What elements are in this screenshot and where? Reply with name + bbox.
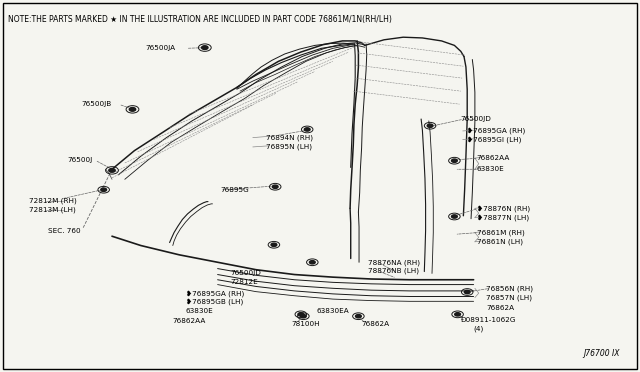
Circle shape bbox=[356, 315, 362, 318]
Text: (4): (4) bbox=[474, 326, 484, 333]
Circle shape bbox=[298, 312, 303, 316]
Text: 76862A: 76862A bbox=[486, 305, 515, 311]
Text: SEC. 760: SEC. 760 bbox=[48, 228, 81, 234]
Text: 76500JA: 76500JA bbox=[146, 45, 176, 51]
Text: J76700 IX: J76700 IX bbox=[583, 349, 620, 358]
Text: 76500JD: 76500JD bbox=[461, 116, 492, 122]
Circle shape bbox=[202, 46, 208, 49]
Circle shape bbox=[452, 215, 457, 218]
Circle shape bbox=[310, 260, 315, 264]
Circle shape bbox=[465, 290, 470, 294]
Text: 76862A: 76862A bbox=[362, 321, 390, 327]
Text: 76856N (RH): 76856N (RH) bbox=[486, 285, 533, 292]
Text: ❥78876N (RH): ❥78876N (RH) bbox=[477, 205, 530, 212]
Text: 76895G: 76895G bbox=[221, 187, 250, 193]
Text: ❥78877N (LH): ❥78877N (LH) bbox=[477, 214, 529, 221]
Text: 76857N (LH): 76857N (LH) bbox=[486, 294, 532, 301]
Text: 78100H: 78100H bbox=[291, 321, 320, 327]
Text: 76500J: 76500J bbox=[68, 157, 93, 163]
Text: 63830EA: 63830EA bbox=[317, 308, 349, 314]
Circle shape bbox=[101, 188, 106, 192]
Text: 63830E: 63830E bbox=[186, 308, 213, 314]
Text: 78876NA (RH): 78876NA (RH) bbox=[368, 259, 420, 266]
Circle shape bbox=[428, 124, 433, 127]
Circle shape bbox=[129, 108, 136, 111]
Circle shape bbox=[271, 243, 277, 247]
Text: 76861N (LH): 76861N (LH) bbox=[477, 238, 523, 245]
Text: 72812M (RH): 72812M (RH) bbox=[29, 198, 77, 204]
Text: 63830E: 63830E bbox=[477, 166, 504, 172]
Text: 76500JB: 76500JB bbox=[82, 101, 112, 107]
Circle shape bbox=[301, 315, 307, 318]
Text: 76862AA: 76862AA bbox=[477, 155, 510, 161]
Circle shape bbox=[452, 159, 457, 163]
Text: 72812E: 72812E bbox=[230, 279, 258, 285]
Text: 76894N (RH): 76894N (RH) bbox=[266, 134, 312, 141]
Circle shape bbox=[305, 128, 310, 131]
Text: 76500JD: 76500JD bbox=[230, 270, 261, 276]
Text: NOTE:THE PARTS MARKED ★ IN THE ILLUSTRATION ARE INCLUDED IN PART CODE 76861M/1N(: NOTE:THE PARTS MARKED ★ IN THE ILLUSTRAT… bbox=[8, 15, 392, 24]
Text: 76862AA: 76862AA bbox=[173, 318, 206, 324]
Text: 76861M (RH): 76861M (RH) bbox=[477, 229, 525, 236]
Text: ❥76895GB (LH): ❥76895GB (LH) bbox=[186, 298, 243, 305]
Text: 78876NB (LH): 78876NB (LH) bbox=[368, 267, 419, 274]
Text: 72813M (LH): 72813M (LH) bbox=[29, 207, 76, 214]
Circle shape bbox=[454, 312, 461, 316]
Circle shape bbox=[273, 185, 278, 189]
Text: ❥76895GA (RH): ❥76895GA (RH) bbox=[467, 128, 525, 134]
Text: Ð08911-1062G: Ð08911-1062G bbox=[461, 317, 516, 323]
Text: ❥76895GI (LH): ❥76895GI (LH) bbox=[467, 136, 522, 143]
Circle shape bbox=[109, 169, 115, 172]
Text: 76895N (LH): 76895N (LH) bbox=[266, 144, 312, 150]
Text: ❥76895GA (RH): ❥76895GA (RH) bbox=[186, 290, 244, 296]
